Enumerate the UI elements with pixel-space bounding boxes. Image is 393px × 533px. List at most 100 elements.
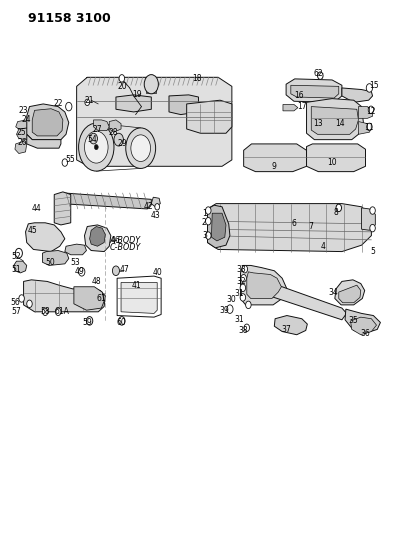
Text: 15: 15 [369, 81, 379, 90]
Circle shape [66, 102, 72, 111]
Text: 62: 62 [314, 69, 323, 78]
Circle shape [368, 106, 374, 114]
Text: 30: 30 [226, 295, 236, 304]
Text: 24: 24 [22, 116, 31, 124]
Polygon shape [351, 317, 376, 335]
Text: 44: 44 [31, 205, 41, 213]
Polygon shape [17, 128, 27, 140]
Text: 31: 31 [234, 289, 244, 297]
Circle shape [27, 300, 32, 308]
Polygon shape [211, 213, 226, 241]
Polygon shape [345, 309, 380, 333]
Circle shape [206, 232, 211, 239]
Text: 55: 55 [65, 156, 75, 164]
Circle shape [206, 207, 211, 214]
Polygon shape [94, 120, 109, 131]
Polygon shape [244, 144, 307, 172]
Circle shape [370, 207, 375, 214]
Circle shape [155, 204, 160, 210]
Text: 16: 16 [295, 92, 304, 100]
Circle shape [119, 317, 125, 325]
Polygon shape [208, 204, 371, 252]
Polygon shape [14, 261, 27, 273]
Text: 5: 5 [370, 247, 375, 256]
Polygon shape [24, 280, 105, 312]
Polygon shape [86, 77, 218, 85]
Text: 22: 22 [53, 100, 63, 108]
Text: 20: 20 [117, 82, 127, 91]
Circle shape [90, 133, 97, 144]
Text: 38: 38 [239, 326, 248, 335]
Polygon shape [241, 265, 287, 305]
Circle shape [55, 308, 61, 316]
Text: 9: 9 [272, 162, 277, 171]
Polygon shape [26, 223, 65, 252]
Text: 46: 46 [111, 237, 121, 245]
Text: 18: 18 [192, 75, 201, 83]
Circle shape [366, 84, 373, 92]
Polygon shape [61, 193, 151, 209]
Text: 13: 13 [313, 119, 322, 128]
Text: 61: 61 [97, 294, 106, 303]
Circle shape [119, 75, 125, 82]
Circle shape [246, 301, 251, 309]
Text: 31: 31 [234, 316, 244, 324]
Polygon shape [283, 104, 298, 111]
Text: 35: 35 [349, 317, 358, 325]
Text: 40: 40 [153, 269, 163, 277]
Text: 10: 10 [327, 158, 337, 167]
Circle shape [244, 324, 250, 332]
Polygon shape [116, 95, 151, 112]
Circle shape [79, 123, 114, 171]
Text: 53: 53 [71, 258, 80, 266]
Polygon shape [121, 282, 157, 313]
Polygon shape [151, 197, 160, 207]
Polygon shape [208, 205, 230, 248]
Polygon shape [362, 208, 375, 230]
Text: 47: 47 [120, 265, 130, 273]
Circle shape [15, 248, 22, 258]
Text: 37: 37 [281, 325, 291, 334]
Polygon shape [109, 120, 121, 132]
Text: 32: 32 [237, 277, 246, 286]
Text: 61A: 61A [55, 308, 70, 316]
Polygon shape [358, 122, 371, 134]
Text: C-BODY: C-BODY [109, 244, 141, 252]
Polygon shape [74, 287, 104, 310]
Text: 60: 60 [116, 318, 126, 327]
Text: 6: 6 [292, 220, 296, 228]
Polygon shape [311, 107, 358, 134]
Text: 4: 4 [321, 242, 325, 251]
Text: 52: 52 [11, 253, 20, 261]
Text: 23: 23 [19, 107, 28, 115]
Circle shape [86, 317, 93, 325]
Text: 34: 34 [329, 288, 338, 296]
Polygon shape [16, 120, 27, 129]
Text: 43: 43 [151, 212, 160, 220]
Text: 1: 1 [202, 209, 207, 217]
Text: 12: 12 [367, 108, 376, 116]
Polygon shape [187, 100, 232, 133]
Text: 7: 7 [308, 222, 313, 231]
Text: 49: 49 [75, 268, 84, 276]
Circle shape [336, 204, 342, 212]
Text: 3: 3 [202, 231, 207, 240]
Polygon shape [117, 276, 161, 317]
Text: 17: 17 [297, 102, 307, 111]
Text: 2: 2 [202, 219, 207, 227]
Text: 51: 51 [12, 265, 21, 273]
Circle shape [206, 217, 211, 225]
Polygon shape [307, 144, 365, 172]
Text: 57: 57 [12, 308, 21, 316]
Polygon shape [274, 316, 307, 335]
Circle shape [131, 135, 151, 161]
Polygon shape [54, 192, 71, 225]
Text: 28: 28 [108, 128, 118, 136]
Polygon shape [27, 134, 61, 148]
Text: 19: 19 [132, 91, 141, 99]
Circle shape [84, 131, 108, 163]
Text: 26: 26 [18, 139, 28, 147]
Text: 33: 33 [237, 265, 246, 273]
Circle shape [126, 128, 156, 168]
Polygon shape [42, 251, 69, 265]
